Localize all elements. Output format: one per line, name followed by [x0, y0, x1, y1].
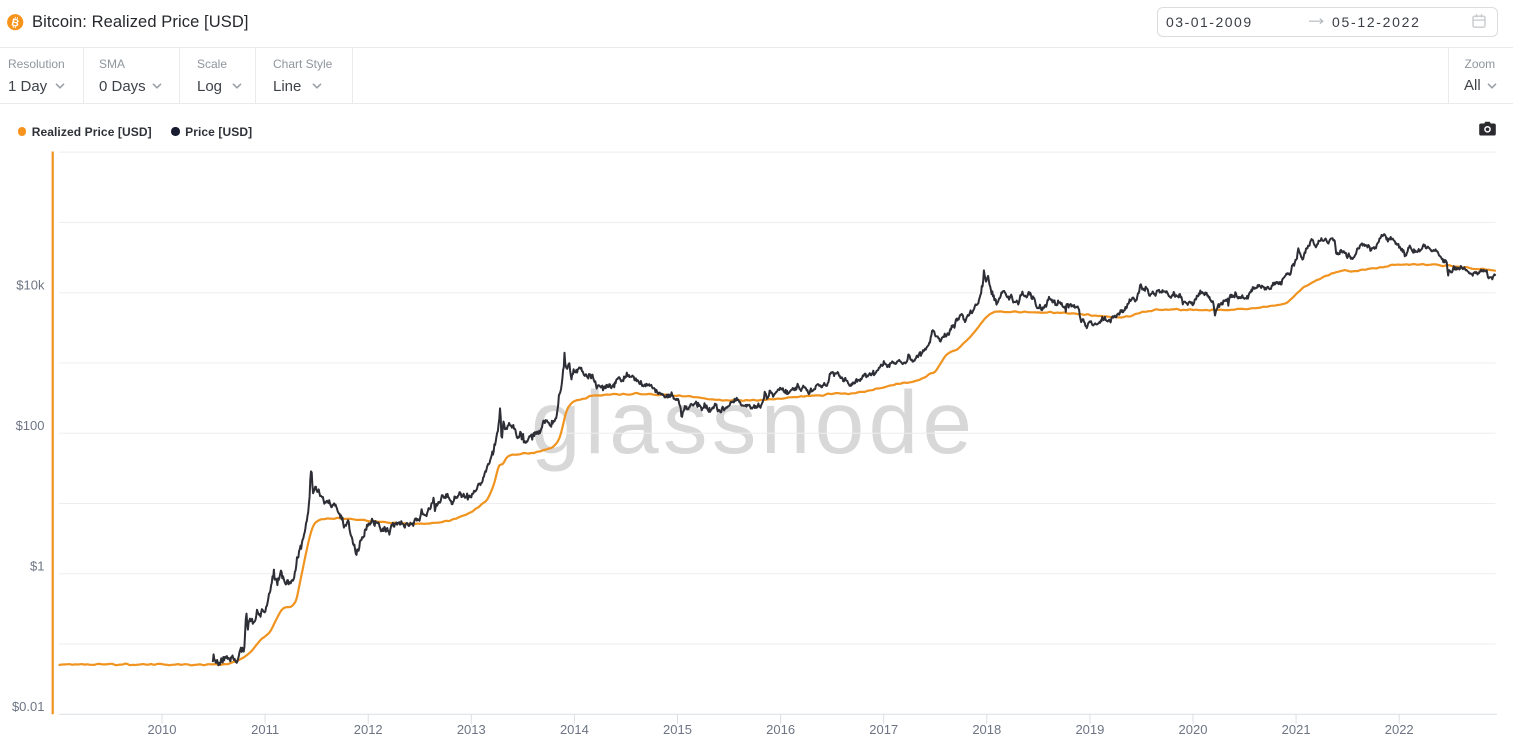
svg-text:2014: 2014: [560, 722, 589, 737]
svg-text:2017: 2017: [869, 722, 898, 737]
svg-text:$100: $100: [16, 418, 45, 433]
svg-text:2010: 2010: [148, 722, 177, 737]
svg-text:2018: 2018: [972, 722, 1001, 737]
svg-text:2019: 2019: [1075, 722, 1104, 737]
svg-text:$10k: $10k: [16, 278, 45, 293]
svg-text:$1: $1: [30, 559, 44, 574]
svg-text:2020: 2020: [1179, 722, 1208, 737]
svg-text:2016: 2016: [766, 722, 795, 737]
svg-text:2022: 2022: [1385, 722, 1414, 737]
svg-text:2015: 2015: [663, 722, 692, 737]
svg-text:2021: 2021: [1282, 722, 1311, 737]
svg-text:$0.01: $0.01: [12, 699, 45, 714]
svg-text:B: B: [10, 17, 20, 30]
svg-text:2013: 2013: [457, 722, 486, 737]
svg-text:2012: 2012: [354, 722, 383, 737]
svg-text:2011: 2011: [251, 722, 279, 737]
